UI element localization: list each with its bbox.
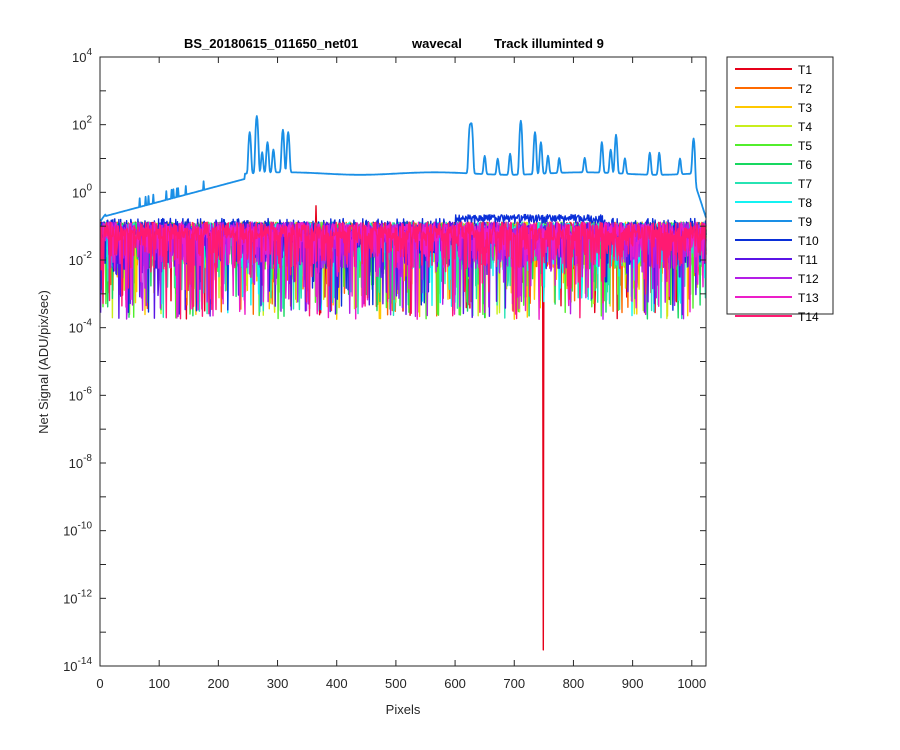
x-axis-ticks: 0 100 200 300 400 500 600 700 800 900 1000 xyxy=(96,57,706,691)
legend-label-t3: T3 xyxy=(798,101,812,115)
title-mode: wavecal xyxy=(411,36,462,51)
x-tick-label: 100 xyxy=(148,676,170,691)
x-tick-label: 600 xyxy=(444,676,466,691)
y-tick-label: 102 xyxy=(72,115,92,133)
x-tick-label: 700 xyxy=(503,676,525,691)
legend-label-t13: T13 xyxy=(798,291,819,305)
title-track: Track illuminted 9 xyxy=(494,36,604,51)
series-lines xyxy=(99,115,707,651)
legend-label-t5: T5 xyxy=(798,139,812,153)
plot-area: 0 100 200 300 400 500 600 700 800 900 1000 1041021… xyxy=(63,47,707,691)
x-tick-label: 1000 xyxy=(677,676,706,691)
x-axis-label: Pixels xyxy=(386,702,421,717)
y-tick-label: 10-12 xyxy=(63,588,92,606)
title-dataset: BS_20180615_011650_net01 xyxy=(184,36,358,51)
legend-label-t6: T6 xyxy=(798,158,812,172)
legend-box xyxy=(726,56,834,315)
y-tick-label: 10-10 xyxy=(63,521,92,539)
y-tick-label: 10-8 xyxy=(69,453,93,471)
y-tick-label: 10-6 xyxy=(69,385,93,403)
x-tick-label: 800 xyxy=(563,676,585,691)
legend-label-t1: T1 xyxy=(798,63,812,77)
legend-label-t9: T9 xyxy=(798,215,812,229)
y-axis-ticks: 104 102 100 10-2 10-4 10-6 10-8 10-10 10-12 10-14 xyxy=(63,47,706,674)
x-tick-label: 400 xyxy=(326,676,348,691)
legend: T1 T2 T3 T4 T5 T6 T7 T8 T9 T10 T11 T12 T13 T14 xyxy=(726,56,834,324)
legend-label-t7: T7 xyxy=(798,177,812,191)
plot-background xyxy=(100,57,706,666)
y-tick-label: 10-2 xyxy=(69,250,93,268)
x-tick-label: 500 xyxy=(385,676,407,691)
legend-label-t8: T8 xyxy=(798,196,812,210)
series-line-t9-illuminated xyxy=(99,115,707,222)
x-tick-label: 900 xyxy=(622,676,644,691)
x-tick-label: 0 xyxy=(96,676,103,691)
x-tick-label: 300 xyxy=(267,676,289,691)
legend-label-t10: T10 xyxy=(798,234,819,248)
y-tick-label: 100 xyxy=(72,182,92,200)
y-tick-label: 10-4 xyxy=(69,318,93,336)
legend-label-t12: T12 xyxy=(798,272,819,286)
legend-label-t2: T2 xyxy=(798,82,812,96)
y-tick-label: 104 xyxy=(72,47,92,65)
y-axis-label: Net Signal (ADU/pix/sec) xyxy=(36,290,51,434)
legend-label-t4: T4 xyxy=(798,120,812,134)
y-tick-label: 10-14 xyxy=(63,656,92,674)
series-line-t14 xyxy=(99,221,707,320)
legend-label-t11: T11 xyxy=(798,253,818,267)
legend-items: T1 T2 T3 T4 T5 T6 T7 T8 T9 T10 T11 T12 T13 T14 xyxy=(735,63,819,324)
legend-label-t14: T14 xyxy=(798,310,819,324)
x-tick-label: 200 xyxy=(208,676,230,691)
